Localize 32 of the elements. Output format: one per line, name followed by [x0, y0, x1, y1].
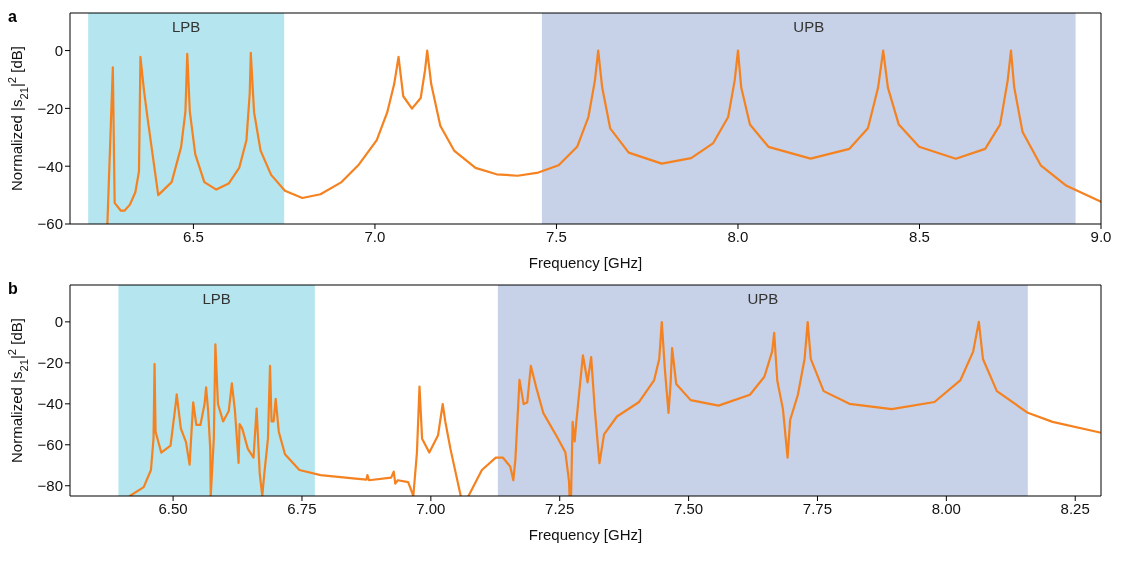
y-tick-label: −20: [37, 354, 63, 372]
y-tick-label: −60: [37, 215, 63, 233]
x-tick-label: 6.50: [158, 499, 188, 517]
line-series: [106, 49, 1101, 224]
y-tick-label: −40: [37, 395, 63, 413]
chart-title: b: [8, 280, 18, 298]
band-label: UPB: [793, 17, 825, 35]
band-label: LPB: [202, 289, 231, 307]
y-tick-label: −60: [37, 436, 63, 454]
band-label: UPB: [747, 289, 779, 307]
y-tick-label: 0: [54, 313, 63, 331]
x-tick-label: 7.50: [674, 499, 704, 517]
x-tick-label: 7.75: [802, 499, 833, 517]
x-tick-label: 8.00: [931, 499, 961, 517]
y-tick-label: −80: [37, 477, 63, 495]
x-tick-label: 7.00: [416, 499, 446, 517]
y-tick-label: 0: [54, 41, 63, 59]
y-tick-label: −20: [37, 99, 63, 117]
y-tick-label: −40: [37, 157, 63, 175]
chart-title: a: [8, 8, 17, 26]
x-tick-label: 9.0: [1090, 227, 1112, 245]
x-tick-label: 8.25: [1060, 499, 1090, 517]
x-axis-title: Frequency [GHz]: [528, 254, 643, 271]
x-tick-label: 7.5: [546, 227, 567, 245]
x-tick-label: 6.5: [183, 227, 204, 245]
x-tick-label: 6.75: [287, 499, 317, 517]
x-axis-title: Frequency [GHz]: [528, 526, 643, 543]
x-tick-label: 7.25: [545, 499, 575, 517]
x-tick-label: 8.5: [909, 227, 930, 245]
band-label: LPB: [171, 17, 201, 35]
x-tick-label: 7.0: [364, 227, 386, 245]
x-tick-label: 8.0: [727, 227, 749, 245]
